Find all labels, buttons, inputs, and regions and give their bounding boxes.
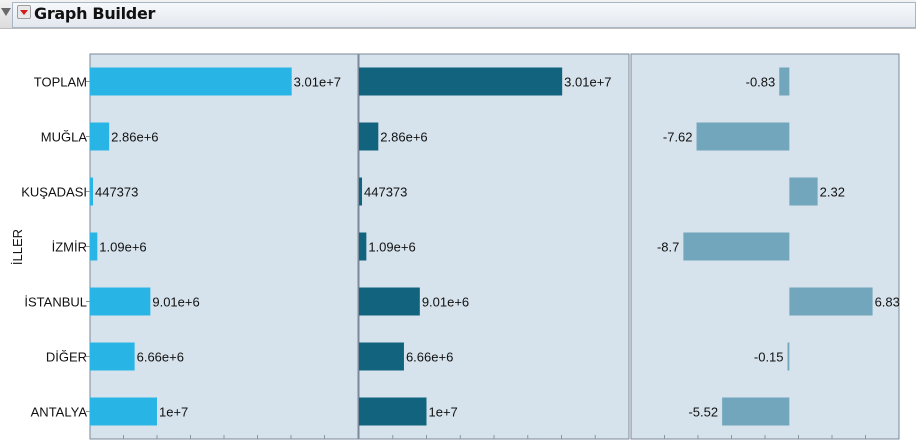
bar-panel-3 xyxy=(779,67,790,96)
data-label: -7.62 xyxy=(663,130,693,145)
data-label: -0.15 xyxy=(754,350,784,365)
data-label: 447373 xyxy=(95,185,138,200)
window-title: Graph Builder xyxy=(34,4,156,23)
category-label: İZMİR xyxy=(52,240,87,255)
data-label: 1.09e+6 xyxy=(368,240,415,255)
data-label: 2.32 xyxy=(820,185,845,200)
data-label: 2.86e+6 xyxy=(111,130,158,145)
outline-box xyxy=(12,2,916,28)
bar-panel-1 xyxy=(90,177,93,206)
bar-panel-2 xyxy=(359,342,404,371)
bar-panel-1 xyxy=(90,397,157,426)
data-label: -8.7 xyxy=(657,240,679,255)
bar-panel-3 xyxy=(696,122,790,151)
category-label: KUŞADASI xyxy=(21,185,87,200)
data-label: 1e+7 xyxy=(429,405,458,420)
bar-panel-2 xyxy=(359,232,367,261)
data-label: 3.01e+7 xyxy=(564,75,611,90)
bar-panel-2 xyxy=(359,177,363,206)
bar-panel-3 xyxy=(789,287,873,316)
bar-panel-3 xyxy=(683,232,790,261)
category-label: DİĞER xyxy=(46,350,87,365)
category-label: İSTANBUL xyxy=(24,295,87,310)
category-label: TOPLAM xyxy=(34,75,87,90)
bar-panel-2 xyxy=(359,287,420,316)
bar-panel-2 xyxy=(359,67,563,96)
data-label: 6.66e+6 xyxy=(137,350,184,365)
data-label: 6.83 xyxy=(875,295,900,310)
data-label: 2.86e+6 xyxy=(380,130,427,145)
category-label: MUĞLA xyxy=(41,130,88,145)
data-label: 1e+7 xyxy=(159,405,188,420)
red-triangle-menu-icon[interactable] xyxy=(17,5,31,19)
collapse-triangle-icon[interactable] xyxy=(1,8,11,16)
bar-panel-1 xyxy=(90,67,292,96)
bar-panel-2 xyxy=(359,122,379,151)
data-label: 1.09e+6 xyxy=(99,240,146,255)
data-label: 3.01e+7 xyxy=(294,75,341,90)
data-label: -0.83 xyxy=(746,75,776,90)
bar-panel-1 xyxy=(90,232,98,261)
bar-panel-3 xyxy=(722,397,790,426)
bar-panel-1 xyxy=(90,342,135,371)
panel-2-frame xyxy=(358,53,630,440)
bar-panel-1 xyxy=(90,122,110,151)
bar-panel-3 xyxy=(789,177,818,206)
bar-panel-1 xyxy=(90,287,151,316)
panel-1-frame xyxy=(89,53,359,440)
data-label: 447373 xyxy=(364,185,407,200)
bar-panel-2 xyxy=(359,397,427,426)
data-label: -5.52 xyxy=(688,405,718,420)
data-label: 9.01e+6 xyxy=(422,295,469,310)
bar-panel-3 xyxy=(787,342,790,371)
y-axis-title: İLLER xyxy=(10,229,25,265)
data-label: 9.01e+6 xyxy=(152,295,199,310)
data-label: 6.66e+6 xyxy=(406,350,453,365)
category-label: ANTALYA xyxy=(31,405,88,420)
